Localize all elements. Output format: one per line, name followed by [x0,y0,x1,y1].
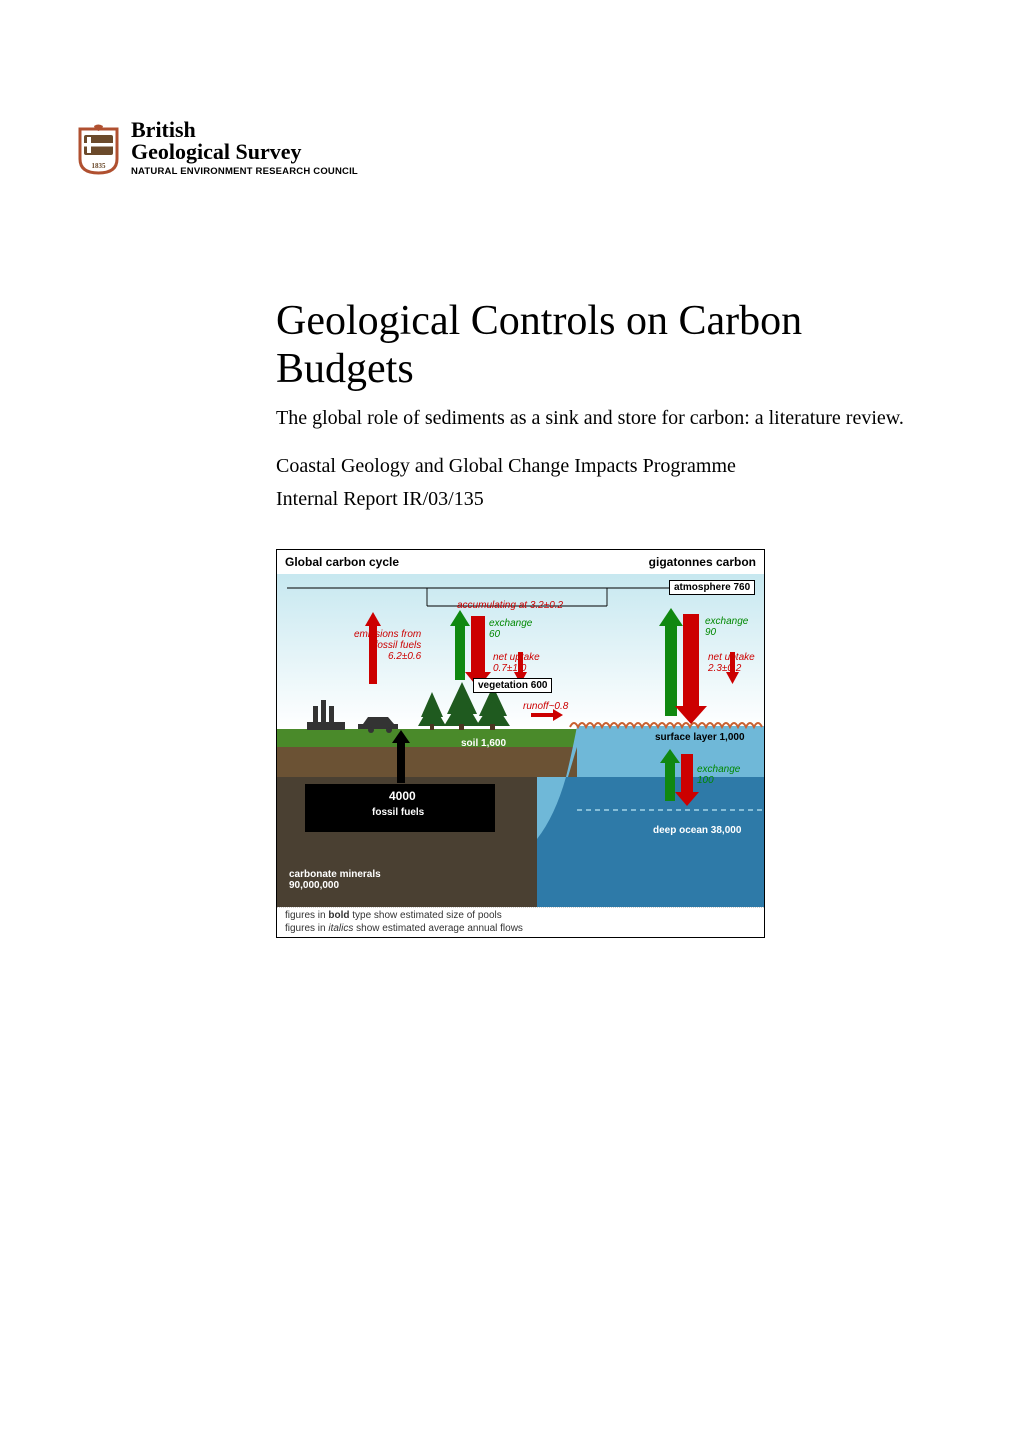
label-exchange100: exchange 100 [697,764,740,786]
carbon-cycle-diagram: Global carbon cycle gigatonnes carbon [276,549,765,938]
footer-line1: figures in bold type show estimated size… [285,910,756,923]
label-exchange60: exchange 60 [489,618,532,640]
label-deep-ocean: deep ocean 38,000 [653,825,741,836]
label-surface-layer: surface layer 1,000 [655,732,745,743]
bgs-shield-icon: 1835 [76,123,121,173]
content-block: Geological Controls on Carbon Budgets Th… [276,297,916,511]
label-netuptake-ocean: net uptake 2.3±0.2 [708,652,755,674]
label-accumulating: accumulating at 3.2±0.2 [457,600,563,611]
label-exchange90: exchange 90 [705,616,748,638]
diagram-footer: figures in bold type show estimated size… [277,907,764,942]
label-fossil-text: fossil fuels [372,807,424,818]
report-number: Internal Report IR/03/135 [276,488,916,511]
label-emissions: emissions from fossil fuels 6.2±0.6 [354,629,421,662]
diagram-title-right: gigatonnes carbon [649,555,756,569]
label-netuptake-land: net uptake 0.7±1.0 [493,652,540,674]
diagram-title-left: Global carbon cycle [285,555,399,569]
page-title: Geological Controls on Carbon Budgets [276,297,916,394]
subtitle: The global role of sediments as a sink a… [276,406,916,432]
logo-text: British Geological Survey NATURAL ENVIRO… [131,119,358,177]
svg-text:1835: 1835 [92,162,107,170]
label-fossil-value: 4000 [389,790,416,803]
label-carbonate: carbonate minerals 90,000,000 [289,869,381,891]
vegetation-box: vegetation 600 [473,678,552,693]
footer-line2: figures in italics show estimated averag… [285,923,756,936]
logo-line1: British [131,119,358,141]
diagram-body: atmosphere 760 accumulating at 3.2±0.2 e… [277,574,764,907]
atmosphere-box: atmosphere 760 [669,580,755,595]
diagram-header: Global carbon cycle gigatonnes carbon [277,550,764,574]
logo-block: 1835 British Geological Survey NATURAL E… [76,119,358,177]
label-soil: soil 1,600 [461,738,506,749]
logo-line3: NATURAL ENVIRONMENT RESEARCH COUNCIL [131,167,358,177]
logo-line2: Geological Survey [131,141,358,163]
programme-line: Coastal Geology and Global Change Impact… [276,455,916,478]
label-runoff: runoff~0.8 [523,701,568,712]
